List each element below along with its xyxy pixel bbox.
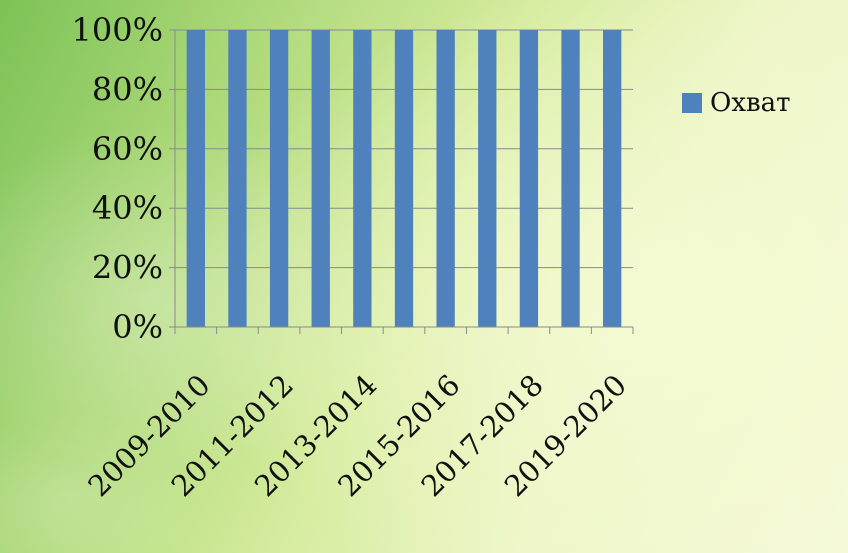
bar: [478, 30, 497, 327]
y-tick-labels: 0% 20% 40% 60% 80% 100%: [72, 11, 163, 346]
bar: [436, 30, 455, 327]
legend: Охват: [682, 88, 791, 118]
y-tick-label: 40%: [92, 189, 163, 227]
bar: [353, 30, 372, 327]
bars: [186, 30, 622, 327]
y-tick-label: 100%: [72, 11, 163, 49]
bar: [228, 30, 247, 327]
x-tick-labels: 2009-20102011-20122013-20142015-20162017…: [81, 368, 633, 503]
legend-label: Охват: [710, 88, 791, 118]
bar: [186, 30, 205, 327]
axes: [169, 29, 634, 334]
y-tick-label: 80%: [92, 70, 163, 108]
legend-swatch: [682, 93, 702, 113]
bar: [269, 30, 289, 327]
bar: [311, 30, 330, 327]
bar: [603, 30, 622, 327]
y-tick-label: 20%: [92, 249, 163, 287]
y-tick-label: 60%: [92, 130, 163, 168]
bar: [519, 30, 539, 327]
bar: [394, 30, 414, 327]
bar: [561, 30, 580, 327]
y-tick-label: 0%: [112, 308, 163, 346]
